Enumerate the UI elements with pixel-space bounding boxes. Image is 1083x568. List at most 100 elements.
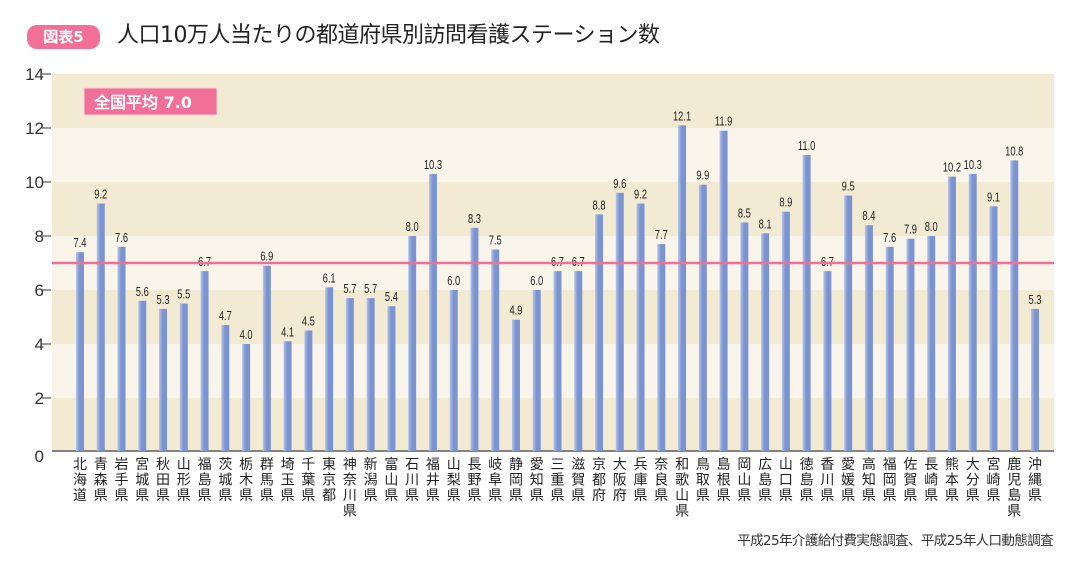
x-tick-label: 群馬県 — [260, 457, 274, 504]
x-tick-label: 山形県 — [177, 457, 191, 504]
bar — [698, 184, 707, 451]
bar-value-label: 10.2 — [943, 161, 961, 175]
x-tick-label: 北海道 — [73, 457, 87, 504]
bar — [1031, 308, 1039, 451]
source-note: 平成25年介護給付費実態調査、平成25年人口動態調査 — [737, 533, 1053, 549]
x-tick-label: 兵庫県 — [634, 457, 648, 504]
average-badge — [83, 87, 218, 116]
grid-band — [52, 182, 1054, 236]
bar — [657, 244, 666, 451]
bar — [636, 203, 645, 451]
x-tick-label: 滋賀県 — [571, 457, 585, 504]
x-tick-label: 島根県 — [717, 457, 731, 504]
bar-value-label: 11.9 — [715, 115, 733, 129]
x-tick-label: 香川県 — [820, 457, 834, 504]
x-tick-label: 秋田県 — [156, 457, 170, 504]
bar-value-label: 7.5 — [489, 234, 502, 248]
x-tick-label: 福島県 — [198, 457, 212, 504]
y-tick-label: 12 — [25, 119, 44, 138]
bar — [947, 176, 956, 451]
bar — [989, 206, 998, 451]
bar-value-label: 8.3 — [468, 213, 481, 227]
bar-value-label: 6.9 — [260, 250, 273, 264]
chart-title: 人口10万人当たりの都道府県別訪問看護ステーション数 — [117, 23, 660, 48]
bar-value-label: 11.0 — [798, 140, 816, 154]
bar — [283, 341, 292, 451]
bar-value-label: 6.0 — [447, 275, 460, 289]
bar — [138, 300, 147, 451]
bar — [968, 173, 977, 451]
bar — [823, 271, 832, 451]
bar — [844, 195, 853, 451]
bars: 7.49.27.65.65.3 5.56.74.74.06.94.14.56.15… — [73, 110, 1042, 452]
x-tick-label: 神奈川県 — [343, 457, 357, 520]
bar-value-label: 6.0 — [530, 275, 543, 289]
bar — [781, 211, 790, 451]
bar — [802, 155, 811, 451]
y-tick-label: 8 — [35, 227, 44, 246]
bar-value-label: 5.4 — [385, 291, 398, 305]
bar-value-label: 4.1 — [281, 326, 294, 340]
x-tick-label: 鹿児島県 — [1007, 456, 1021, 520]
bar — [221, 325, 230, 451]
grid-band — [52, 74, 1054, 128]
bar-value-label: 5.3 — [157, 294, 170, 308]
bar-value-label: 9.2 — [94, 188, 107, 202]
bar-value-label: 7.9 — [904, 223, 917, 237]
bar-value-label: 9.5 — [842, 180, 855, 194]
x-tick-label: 福井県 — [426, 457, 440, 504]
x-tick-label: 京都府 — [592, 457, 606, 504]
x-tick-label: 三重県 — [551, 457, 565, 504]
x-tick-label: 石川県 — [405, 457, 419, 504]
bar-value-label: 7.6 — [115, 231, 128, 245]
bar-value-label: 10.8 — [1005, 145, 1023, 159]
bar-value-label: 5.6 — [136, 285, 149, 299]
bar — [408, 236, 417, 451]
bar — [366, 298, 375, 451]
x-tick-label: 千葉県 — [301, 457, 315, 504]
bar — [345, 298, 354, 451]
bar-value-label: 4.5 — [302, 315, 315, 329]
bar — [511, 319, 520, 451]
bar — [304, 330, 313, 451]
bar-value-label: 4.9 — [509, 304, 522, 318]
bar — [387, 306, 396, 451]
bar — [242, 344, 251, 451]
y-tick-label: 2 — [35, 389, 44, 408]
x-tick-label: 長崎県 — [924, 457, 938, 504]
bar-value-label: 7.7 — [655, 229, 668, 243]
bar-value-label: 10.3 — [424, 159, 442, 173]
bar-value-label: 10.3 — [964, 159, 982, 173]
bar-value-label: 4.7 — [219, 310, 232, 324]
bar — [885, 246, 894, 451]
bar — [325, 287, 334, 451]
x-tick-label: 奈良県 — [654, 457, 668, 504]
x-tick-label: 高知県 — [862, 456, 876, 504]
bar — [470, 227, 479, 451]
x-tick-label: 富山県 — [384, 456, 398, 504]
x-axis-labels: 北海道青森県岩手県宮城県秋田県山形県福島県茨城県栃木県群馬県埼玉県千葉県東京都神… — [73, 456, 1042, 520]
x-tick-label: 岡山県 — [737, 457, 751, 504]
bar-value-label: 9.1 — [987, 191, 1000, 205]
bar-value-label: 5.5 — [177, 288, 190, 302]
bar — [719, 130, 728, 451]
bar-value-label: 5.7 — [343, 283, 356, 297]
bar — [117, 246, 126, 451]
bar — [574, 271, 583, 451]
bar-value-label: 8.5 — [738, 207, 751, 221]
bar-value-label: 9.6 — [613, 177, 626, 191]
bar — [864, 225, 873, 451]
bar — [740, 222, 749, 451]
bar-value-label: 9.2 — [634, 188, 647, 202]
x-tick-label: 宮崎県 — [986, 457, 1000, 504]
bar — [428, 173, 437, 451]
bar-value-label: 5.7 — [364, 283, 377, 297]
bar — [200, 271, 209, 451]
x-tick-label: 大阪府 — [613, 457, 627, 504]
bar-value-label: 8.9 — [779, 196, 792, 210]
bar-value-label: 8.1 — [759, 218, 772, 232]
bar-value-label: 8.8 — [593, 199, 606, 213]
bar-value-label: 7.6 — [883, 231, 896, 245]
x-tick-label: 埼玉県 — [281, 457, 295, 504]
